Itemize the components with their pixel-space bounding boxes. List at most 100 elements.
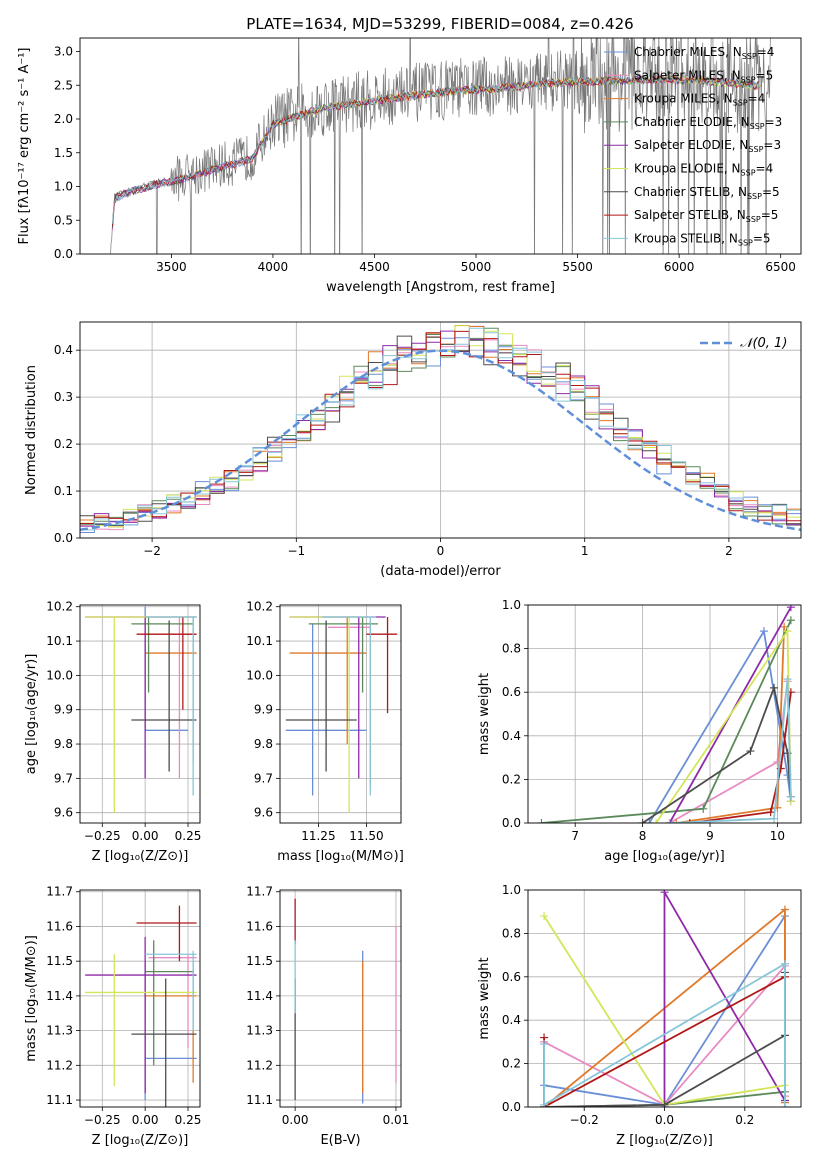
y-tick-label: 0.2 — [502, 772, 521, 786]
plot-marks — [80, 325, 801, 533]
x-axis-label: (data-model)/error — [380, 564, 501, 579]
x-tick-label: 9 — [706, 829, 714, 843]
panel-mass_weight_vs_Z: −0.2 0.0 0.2 0.0 0.2 0.4 0.6 0.8 1.0 Z [log₁₀(Z/Z… — [477, 883, 802, 1148]
legend-label: Chabrier STELIB, NSSP=5 — [634, 185, 780, 201]
y-tick-label: 0.0 — [54, 247, 73, 261]
axes-border — [527, 889, 802, 1108]
x-tick-label: −0.25 — [84, 1113, 121, 1127]
axes-frame: 11.25 11.50 9.6 9.7 9.8 9.9 10.0 10.1 10.2 mass [… — [246, 600, 403, 864]
axes-border — [279, 604, 402, 824]
y-tick-label: 0.0 — [54, 531, 73, 545]
y-tick-label: 1.0 — [502, 598, 521, 612]
x-tick-label: 0.2 — [735, 1113, 754, 1127]
axes-border — [79, 321, 802, 539]
marker-kroupa_elodie — [652, 819, 661, 823]
plot-marks — [294, 898, 397, 1104]
y-tick-label: 3.0 — [54, 45, 73, 59]
y-tick-label: 0.3 — [54, 390, 73, 404]
panel-mass_weight_vs_age: 7 8 9 10 0.0 0.2 0.4 0.6 0.8 1.0 age [log₁₀(age/yr… — [477, 598, 802, 864]
y-tick-label: 11.6 — [46, 919, 73, 933]
errorbar-chabrier_stelib — [131, 978, 197, 1107]
plot-marks — [537, 605, 795, 823]
legend-label: Chabrier MILES, NSSP=4 — [634, 45, 774, 61]
y-tick-label: 11.4 — [46, 989, 73, 1003]
marker-chabrier_stelib — [638, 819, 647, 823]
y-tick-label: 0.0 — [502, 816, 521, 830]
model-line-kroupa_stelib — [112, 75, 760, 224]
marker-kroupa_stelib — [786, 792, 795, 801]
x-tick-label: 5000 — [461, 260, 492, 274]
y-tick-label: 9.6 — [254, 806, 273, 820]
legend-label: Salpeter MILES, NSSP=5 — [634, 68, 773, 84]
y-tick-label: 10.1 — [46, 634, 73, 648]
normal-curve — [80, 349, 801, 532]
y-tick-label: 10.2 — [46, 600, 73, 614]
marker-salpeter_stelib — [766, 808, 775, 817]
y-tick-label: 11.4 — [246, 989, 273, 1003]
y-tick-label: 10.1 — [246, 634, 273, 648]
errorbar-kroupa_miles — [289, 617, 367, 745]
x-tick-label: 4000 — [258, 260, 289, 274]
y-tick-label: 0.4 — [502, 729, 521, 743]
plot-area — [80, 605, 200, 823]
series-kroupa_stelib — [669, 679, 792, 823]
x-tick-label: 0.00 — [132, 1113, 159, 1127]
errorbar-salpeter_elodie — [85, 936, 197, 1094]
y-tick-label: 11.7 — [46, 885, 73, 899]
y-tick-label: 9.9 — [54, 703, 73, 717]
errorbar-chabrier_elodie — [145, 940, 194, 1066]
y-tick-label: 0.1 — [54, 484, 73, 498]
x-axis-label: Z [log₁₀(Z/Z⊙)] — [616, 1133, 713, 1148]
y-tick-label: 2.5 — [54, 78, 73, 92]
y-axis-label: mass [log₁₀(M/M⊙)] — [24, 935, 39, 1062]
x-tick-label: 8 — [639, 829, 647, 843]
marker-chabrier_elodie — [786, 616, 795, 625]
legend-label: Salpeter STELIB, NSSP=5 — [634, 208, 778, 224]
marker-salpeter_elodie — [786, 605, 795, 612]
plot-area — [280, 890, 401, 1107]
x-tick-label: 6500 — [765, 260, 796, 274]
panels: 3500 4000 4500 5000 5500 6000 6500 0.0 0.5 1.0 1.5… — [17, 37, 802, 1148]
marker-chabrier_elodie — [699, 804, 708, 813]
x-axis-label: Z [log₁₀(Z/Z⊙)] — [92, 849, 189, 864]
model-line-chabrier_stelib — [112, 75, 760, 229]
y-tick-label: 0.8 — [502, 642, 521, 656]
y-tick-label: 11.3 — [246, 1024, 273, 1038]
axes-frame: 0.00 0.01 11.1 11.2 11.3 11.4 11.5 11.6 11.7 E(B-… — [246, 885, 409, 1148]
axes-frame: −0.25 0.00 0.25 11.1 11.2 11.3 11.4 11.5 11.6 11.… — [24, 885, 201, 1148]
x-tick-label: −0.25 — [84, 829, 121, 843]
data-spectrum — [110, 38, 771, 254]
y-tick-label: 0.8 — [502, 926, 521, 940]
axes-frame: 3500 4000 4500 5000 5500 6000 6500 0.0 0.5 1.0 1.5… — [17, 37, 802, 295]
x-tick-label: −2 — [143, 544, 161, 558]
legend-normal-label: 𝒩(0, 1) — [740, 336, 787, 351]
plot-area — [280, 605, 401, 823]
x-tick-label: 0.01 — [383, 1113, 410, 1127]
y-tick-label: 1.0 — [502, 883, 521, 897]
axes-frame: −0.25 0.00 0.25 9.6 9.7 9.8 9.9 10.0 10.1 10.2 Z [… — [24, 600, 201, 864]
legend: Chabrier MILES, NSSP=4 Salpeter MILES, NS… — [604, 45, 782, 247]
y-tick-label: 11.2 — [246, 1058, 273, 1072]
x-tick-label: 2 — [725, 544, 733, 558]
legend-label: Kroupa ELODIE, NSSP=4 — [634, 162, 773, 178]
marker-kroupa_stelib — [780, 959, 789, 968]
plot-marks — [85, 606, 197, 813]
y-tick-label: 9.7 — [54, 771, 73, 785]
marker-kroupa_stelib — [540, 1040, 549, 1049]
x-tick-label: 0 — [437, 544, 445, 558]
histogram-salpeter_stelib — [80, 330, 801, 524]
y-tick-label: 9.7 — [254, 771, 273, 785]
x-tick-label: 0.0 — [655, 1113, 674, 1127]
errorbar-kroupa_stelib — [322, 616, 377, 796]
y-tick-label: 0.2 — [502, 1057, 521, 1071]
y-tick-label: 11.2 — [46, 1058, 73, 1072]
panel-residuals: −2 −1 0 1 2 0.0 0.1 0.2 0.3 0.4 (data-model)/error… — [24, 321, 802, 579]
y-tick-label: 10.0 — [46, 668, 73, 682]
y-tick-label: 0.0 — [502, 1100, 521, 1114]
x-axis-label: mass [log₁₀(M/M⊙)] — [277, 849, 404, 864]
axes-border — [279, 889, 402, 1108]
plot-marks — [285, 616, 398, 813]
x-tick-label: 0.00 — [132, 829, 159, 843]
panel-mass_vs_ebv: 0.00 0.01 11.1 11.2 11.3 11.4 11.5 11.6 11.7 E(B-… — [246, 885, 409, 1148]
